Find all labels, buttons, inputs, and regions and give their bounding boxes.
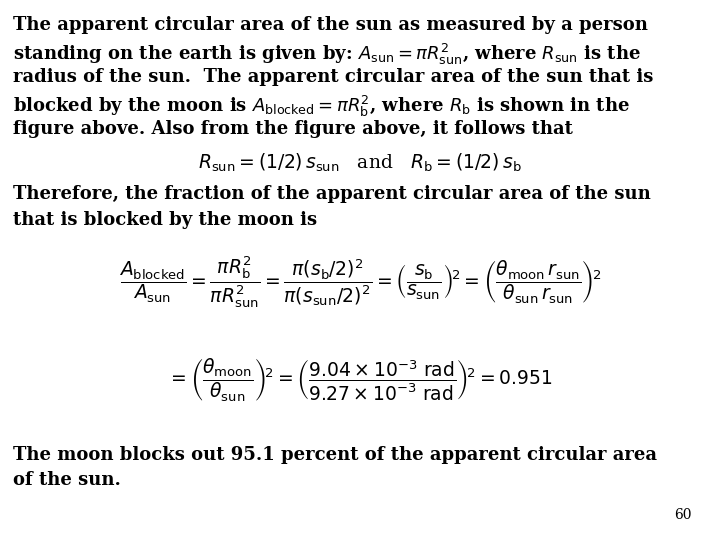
Text: that is blocked by the moon is: that is blocked by the moon is bbox=[13, 211, 317, 228]
Text: of the sun.: of the sun. bbox=[13, 471, 121, 489]
Text: radius of the sun.  The apparent circular area of the sun that is: radius of the sun. The apparent circular… bbox=[13, 68, 653, 86]
Text: The moon blocks out 95.1 percent of the apparent circular area: The moon blocks out 95.1 percent of the … bbox=[13, 446, 657, 463]
Text: blocked by the moon is $A_\mathrm{blocked} = \pi R^2_\mathrm{b}$, where $R_\math: blocked by the moon is $A_\mathrm{blocke… bbox=[13, 94, 630, 119]
Text: standing on the earth is given by: $A_\mathrm{sun} = \pi R^2_\mathrm{sun}$, wher: standing on the earth is given by: $A_\m… bbox=[13, 42, 641, 67]
Text: $\dfrac{A_\mathrm{blocked}}{A_\mathrm{sun}} = \dfrac{\pi R_\mathrm{b}^2}{\pi R_\: $\dfrac{A_\mathrm{blocked}}{A_\mathrm{su… bbox=[119, 254, 601, 309]
Text: $= \left(\dfrac{\theta_\mathrm{moon}}{\theta_\mathrm{sun}}\right)^{\!2} = \left(: $= \left(\dfrac{\theta_\mathrm{moon}}{\t… bbox=[167, 356, 553, 403]
Text: Therefore, the fraction of the apparent circular area of the sun: Therefore, the fraction of the apparent … bbox=[13, 185, 651, 202]
Text: figure above. Also from the figure above, it follows that: figure above. Also from the figure above… bbox=[13, 120, 573, 138]
Text: The apparent circular area of the sun as measured by a person: The apparent circular area of the sun as… bbox=[13, 16, 648, 34]
Text: 60: 60 bbox=[674, 508, 691, 522]
Text: $R_\mathrm{sun} = (1/2)\,s_\mathrm{sun}$   and   $R_\mathrm{b} = (1/2)\,s_\mathr: $R_\mathrm{sun} = (1/2)\,s_\mathrm{sun}$… bbox=[198, 151, 522, 173]
